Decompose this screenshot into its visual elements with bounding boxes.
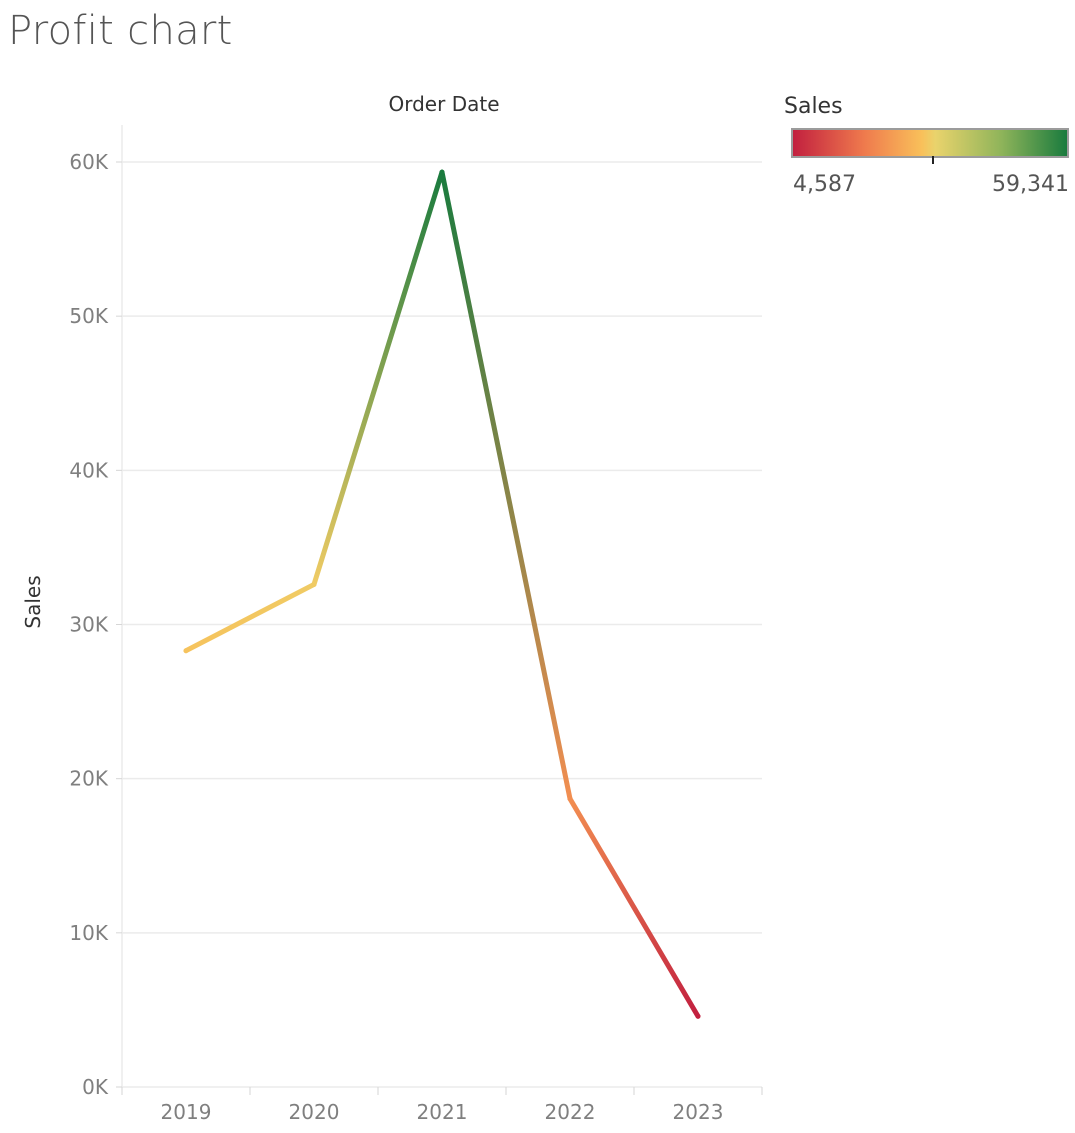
- line-segment: [439, 169, 573, 802]
- line-segment: [183, 581, 317, 654]
- line-segment: [567, 796, 701, 1019]
- legend-min-label: 4,587: [793, 172, 856, 197]
- line-segment: [311, 169, 445, 587]
- data-point: [439, 169, 445, 175]
- legend-midpoint-tick: [932, 156, 934, 164]
- y-tick-label: 50K: [69, 304, 108, 328]
- y-tick-label: 30K: [69, 613, 108, 637]
- x-tick-label: 2022: [545, 1100, 596, 1124]
- data-point: [567, 796, 573, 802]
- data-point: [311, 581, 317, 587]
- y-tick-label: 10K: [69, 921, 108, 945]
- color-legend-bar: [791, 128, 1069, 158]
- x-axis-title: Order Date: [389, 92, 500, 116]
- x-tick-label: 2020: [289, 1100, 340, 1124]
- x-axis-ticks: 2019 2020 2021 2022 2023: [121, 1087, 763, 1124]
- gridlines: [122, 161, 762, 934]
- y-tick-label: 20K: [69, 767, 108, 791]
- data-point: [695, 1013, 701, 1019]
- y-axis-title: Sales: [21, 575, 45, 628]
- x-tick-label: 2019: [161, 1100, 212, 1124]
- page-title: Profit chart: [8, 8, 233, 54]
- y-tick-label: 0K: [82, 1075, 109, 1099]
- data-point: [183, 648, 189, 654]
- legend-max-label: 59,341: [992, 172, 1069, 197]
- y-tick-label: 40K: [69, 458, 108, 482]
- x-tick-label: 2023: [673, 1100, 724, 1124]
- axis-lines: [121, 125, 762, 1088]
- series-line: [183, 169, 701, 1019]
- x-tick-label: 2021: [417, 1100, 468, 1124]
- y-tick-label: 60K: [69, 150, 108, 174]
- y-axis-ticks: 0K 10K 20K 30K 40K 50K 60K: [69, 150, 122, 1099]
- legend-title: Sales: [784, 94, 843, 119]
